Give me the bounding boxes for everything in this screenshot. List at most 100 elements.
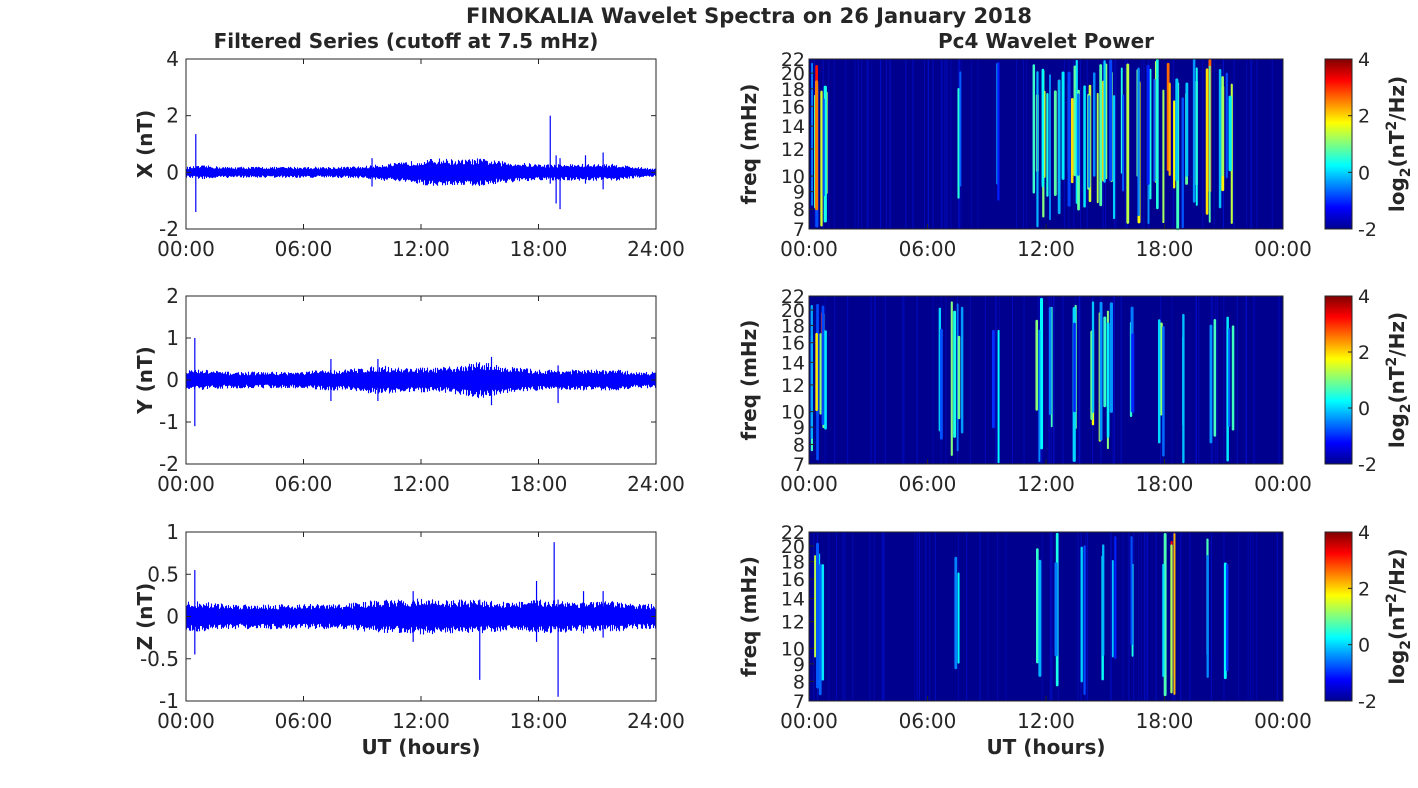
y-series-xtick-label: 12:00 (392, 472, 450, 496)
x-wavelet-ytick-label: 12 (781, 139, 805, 161)
z-series-xtick-label: 18:00 (510, 709, 568, 733)
z-wavelet-colorbar-tick-label: 2 (1358, 578, 1370, 600)
z-wavelet-ytick-label: 18 (781, 552, 805, 574)
x-wavelet-colorbar-label: log2(nT2/Hz) (1384, 76, 1414, 212)
y-wavelet-colorbar-tick-label: -2 (1358, 454, 1377, 476)
y-series-ytick-label: 2 (166, 284, 179, 308)
y-wavelet-xtick-label: 06:00 (899, 472, 957, 496)
x-series-panel: -2 0 2 4 00:00 06:00 12:00 18:00 24:00 X (nT) Filt… (133, 29, 685, 261)
y-wavelet-ytick-label: 7 (793, 454, 805, 476)
x-wavelet-xtick-label: 18:00 (1136, 237, 1194, 261)
x-series-ytick-label: 2 (166, 104, 179, 128)
x-series-xtick-label: 18:00 (510, 237, 568, 261)
z-series-ytick-label: -0.5 (140, 647, 179, 671)
x-wavelet-ytick-label: 18 (781, 79, 805, 101)
y-wavelet-plot-area (809, 296, 1283, 464)
z-series-ytick-label: 0 (166, 605, 179, 629)
x-wavelet-ytick-label: 14 (781, 116, 805, 138)
z-series-ytick-label: -1 (159, 689, 179, 713)
y-wavelet-ytick-label: 20 (781, 300, 805, 322)
y-series-xtick-label: 18:00 (510, 472, 568, 496)
y-series-ytick-label: -2 (159, 452, 179, 476)
x-wavelet-ylabel: freq (mHz) (737, 84, 761, 205)
z-wavelet-colorbar-tick-label: -2 (1358, 691, 1377, 713)
z-wavelet-ylabel: freq (mHz) (737, 556, 761, 677)
z-wavelet-ytick-label: 16 (781, 569, 805, 591)
y-wavelet-colorbar-tick-label: 2 (1358, 342, 1370, 364)
x-wavelet-ytick-label: 10 (781, 166, 805, 188)
x-series-ytick-label: 0 (166, 160, 179, 184)
y-series-ytick-label: 1 (166, 326, 179, 350)
z-series-xtick-label: 06:00 (275, 709, 333, 733)
x-wavelet-ytick-label: 8 (793, 199, 805, 221)
x-wavelet-colorbar-tick-label: 2 (1358, 106, 1370, 128)
z-wavelet-ytick-label: 14 (781, 589, 805, 611)
z-wavelet-colorbar-label: log2(nT2/Hz) (1384, 548, 1414, 684)
y-wavelet-ytick-label: 8 (793, 434, 805, 456)
y-wavelet-xtick-label: 12:00 (1017, 472, 1075, 496)
x-series-xtick-label: 12:00 (392, 237, 450, 261)
z-wavelet-xtick-label: 18:00 (1136, 709, 1194, 733)
z-wavelet-colorbar-tick-label: 0 (1358, 635, 1370, 657)
z-wavelet-colorbar (1324, 531, 1353, 702)
x-series-ylabel: X (nT) (133, 110, 157, 179)
x-wavelet-colorbar-tick-label: 0 (1358, 162, 1370, 184)
x-series-xtick-label: 24:00 (627, 237, 685, 261)
x-series-xtick-label: 00:00 (157, 237, 215, 261)
x-wavelet-ytick-label: 20 (781, 63, 805, 85)
y-wavelet-xtick-label: 00:00 (1254, 472, 1312, 496)
z-series-ytick-label: 1 (166, 520, 179, 544)
z-wavelet-ytick-label: 20 (781, 536, 805, 558)
x-series-ytick-label: -2 (159, 217, 179, 241)
z-wavelet-xtick-label: 12:00 (1017, 709, 1075, 733)
z-series-ylabel: Z (nT) (133, 583, 157, 651)
z-series-xlabel: UT (hours) (361, 735, 480, 759)
figure-title: FINOKALIA Wavelet Spectra on 26 January … (466, 4, 1032, 28)
z-wavelet-ytick-label: 12 (781, 611, 805, 633)
y-series-panel: -2 -1 0 1 2 00:00 06:00 12:00 18:00 24:00 Y (nT) (133, 284, 685, 496)
z-wavelet-xlabel: UT (hours) (986, 735, 1105, 759)
z-series-xtick-label: 12:00 (392, 709, 450, 733)
z-wavelet-plot-area (809, 532, 1283, 701)
z-series-ytick-label: 0.5 (147, 562, 179, 586)
x-series-title: Filtered Series (cutoff at 7.5 mHz) (214, 29, 599, 53)
y-wavelet-ytick-label: 16 (781, 333, 805, 355)
x-wavelet-colorbar-tick-label: -2 (1358, 219, 1377, 241)
x-wavelet-xtick-label: 06:00 (899, 237, 957, 261)
y-wavelet-xtick-label: 18:00 (1136, 472, 1194, 496)
y-series-ytick-label: 0 (166, 368, 179, 392)
y-wavelet-xtick-label: 00:00 (780, 472, 838, 496)
y-wavelet-ytick-label: 9 (793, 417, 805, 439)
x-series-xtick-label: 06:00 (275, 237, 333, 261)
y-series-ytick-label: -1 (159, 410, 179, 434)
z-wavelet-xtick-label: 00:00 (1254, 709, 1312, 733)
x-wavelet-xtick-label: 00:00 (1254, 237, 1312, 261)
x-wavelet-ytick-label: 9 (793, 182, 805, 204)
x-wavelet-colorbar (1324, 58, 1353, 230)
z-series-xtick-label: 00:00 (157, 709, 215, 733)
z-wavelet-xtick-label: 06:00 (899, 709, 957, 733)
x-series-ytick-label: 4 (166, 47, 179, 71)
z-wavelet-ytick-label: 7 (793, 691, 805, 713)
y-series-xtick-label: 24:00 (627, 472, 685, 496)
y-wavelet-colorbar-tick-label: 4 (1358, 286, 1370, 308)
x-wavelet-ytick-label: 7 (793, 219, 805, 241)
x-series-plot-area (186, 59, 656, 229)
z-wavelet-xtick-label: 00:00 (780, 709, 838, 733)
x-wavelet-colorbar-tick-label: 4 (1358, 49, 1370, 71)
y-wavelet-ytick-label: 14 (781, 352, 805, 374)
y-wavelet-ytick-label: 18 (781, 315, 805, 337)
x-wavelet-xtick-label: 00:00 (780, 237, 838, 261)
z-series-panel: -1 -0.5 0 0.5 1 00:00 06:00 12:00 18:00 24:00 Z (n… (133, 520, 685, 759)
x-wavelet-ytick-label: 22 (781, 49, 805, 71)
z-wavelet-ytick-label: 8 (793, 671, 805, 693)
y-series-ylabel: Y (nT) (133, 346, 157, 415)
z-wavelet-ytick-label: 9 (793, 654, 805, 676)
x-wavelet-title: Pc4 Wavelet Power (938, 29, 1154, 53)
z-wavelet-colorbar-tick-label: 4 (1358, 522, 1370, 544)
z-series-xtick-label: 24:00 (627, 709, 685, 733)
